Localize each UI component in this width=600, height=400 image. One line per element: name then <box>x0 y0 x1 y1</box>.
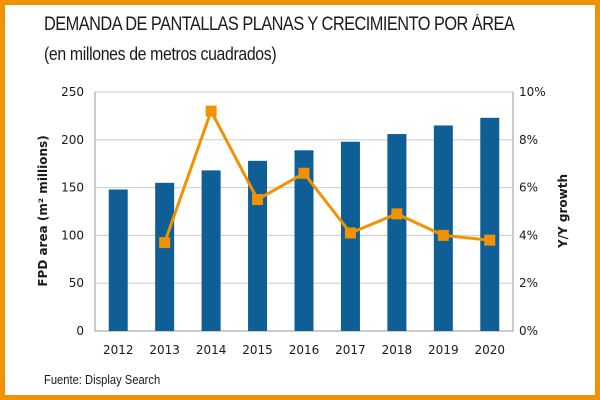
x-tick-label: 2018 <box>382 343 413 357</box>
growth-marker <box>391 208 403 220</box>
line-series <box>159 105 496 249</box>
y2-tick-label: 2% <box>519 276 538 290</box>
y2-tick-label: 6% <box>519 181 538 195</box>
x-tick-label: 2013 <box>149 343 180 357</box>
growth-line <box>163 109 490 244</box>
growth-marker <box>484 234 496 246</box>
left-axis-ticks: 0 50 100 150 200 250 <box>61 85 84 338</box>
bar <box>480 117 500 331</box>
y-tick-label: 50 <box>69 276 84 290</box>
x-tick-label: 2017 <box>335 343 366 357</box>
chart-title: DEMANDA DE PANTALLAS PLANAS Y CRECIMIENT… <box>44 14 515 35</box>
growth-marker <box>252 194 264 206</box>
x-tick-label: 2020 <box>475 343 506 357</box>
y-tick-label: 150 <box>61 181 84 195</box>
bar <box>433 125 453 332</box>
x-tick-label: 2019 <box>428 343 459 357</box>
y2-tick-label: 0% <box>519 324 538 338</box>
x-tick-label: 2012 <box>103 343 134 357</box>
x-axis-ticks: 2012 2013 2014 2015 2016 2017 2018 2019 2020 <box>103 343 505 357</box>
y2-axis-title: Y/Y growth <box>556 174 570 249</box>
y-tick-label: 0 <box>76 324 84 338</box>
growth-marker <box>205 105 217 117</box>
growth-marker <box>344 227 356 239</box>
x-tick-label: 2014 <box>196 343 227 357</box>
bar <box>108 189 128 331</box>
y-axis-title: FPD area (m² millions) <box>36 135 50 286</box>
chart-subtitle: (en millones de metros cuadrados) <box>44 44 277 64</box>
x-tick-label: 2016 <box>289 343 320 357</box>
growth-marker <box>437 229 449 241</box>
growth-marker <box>298 167 310 179</box>
source-note: Fuente: Display Search <box>44 372 161 387</box>
right-axis-ticks: 0% 2% 4% 6% 8% 10% <box>519 85 546 338</box>
bar <box>387 134 407 331</box>
bar <box>201 170 221 331</box>
y2-tick-label: 8% <box>519 133 538 147</box>
growth-marker <box>159 237 171 249</box>
bar <box>155 182 175 331</box>
x-tick-label: 2015 <box>242 343 273 357</box>
y2-tick-label: 4% <box>519 228 538 242</box>
y-tick-label: 250 <box>61 85 84 99</box>
y-tick-label: 200 <box>61 133 84 147</box>
bar <box>294 150 314 331</box>
y-tick-label: 100 <box>61 228 84 242</box>
y2-tick-label: 10% <box>519 85 546 99</box>
